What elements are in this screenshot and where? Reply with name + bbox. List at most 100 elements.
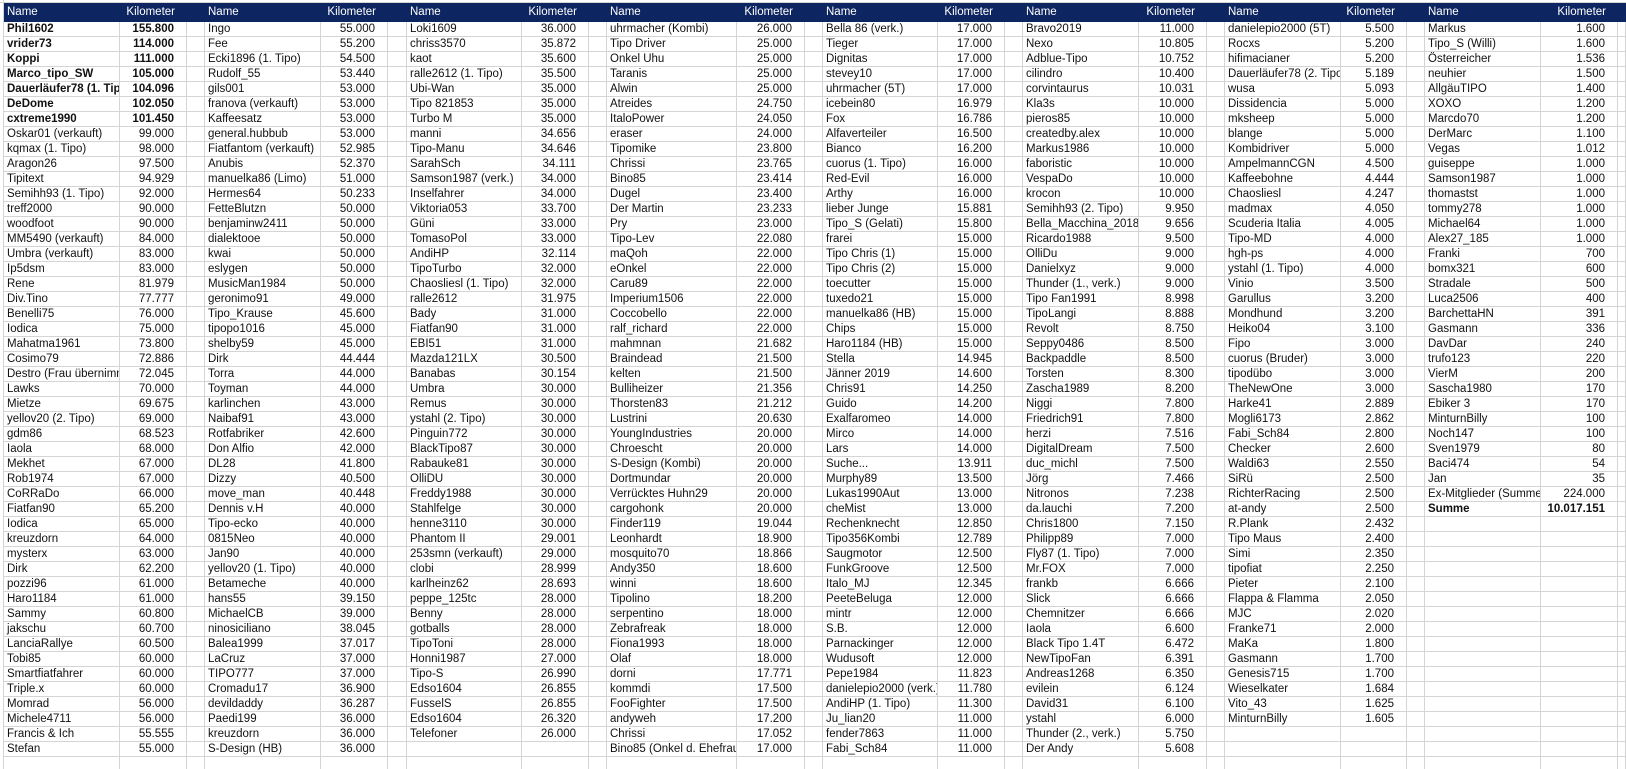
name-cell[interactable]: Banabas	[407, 367, 522, 382]
kilometer-cell[interactable]: 5.200	[1341, 52, 1407, 67]
kilometer-cell[interactable]: 29.000	[522, 547, 589, 562]
spacer-cell[interactable]	[187, 292, 205, 307]
spacer-cell[interactable]	[805, 517, 823, 532]
spacer-cell[interactable]	[589, 607, 607, 622]
spacer-cell[interactable]	[388, 52, 407, 67]
empty-cell[interactable]	[1541, 517, 1618, 532]
kilometer-cell[interactable]: 44.444	[321, 352, 388, 367]
spacer-cell[interactable]	[1207, 532, 1225, 547]
kilometer-cell[interactable]: 53.440	[321, 67, 388, 82]
spacer-cell[interactable]	[589, 502, 607, 517]
kilometer-cell[interactable]: 114.000	[120, 37, 187, 52]
kilometer-cell[interactable]: 30.000	[522, 457, 589, 472]
spacer-cell[interactable]	[589, 412, 607, 427]
name-cell[interactable]: Mazda121LX	[407, 352, 522, 367]
name-cell[interactable]: AmpelmannCGN	[1225, 157, 1341, 172]
spacer-cell[interactable]	[1407, 262, 1425, 277]
name-cell[interactable]: Rob1974	[4, 472, 120, 487]
spacer-cell[interactable]	[1618, 22, 1626, 37]
name-cell[interactable]: Paedi199	[205, 712, 321, 727]
spacer-cell[interactable]	[1207, 667, 1225, 682]
name-cell[interactable]: Michael64	[1425, 217, 1541, 232]
name-cell[interactable]: kreuzdorn	[205, 727, 321, 742]
name-cell[interactable]: Vinio	[1225, 277, 1341, 292]
kilometer-cell[interactable]: 17.000	[938, 52, 1005, 67]
kilometer-cell[interactable]: 35.500	[522, 67, 589, 82]
name-cell[interactable]: gotballs	[407, 622, 522, 637]
empty-cell[interactable]	[1341, 742, 1407, 757]
kilometer-cell[interactable]: 6.666	[1139, 577, 1207, 592]
name-cell[interactable]: Fabi_Sch84	[1225, 427, 1341, 442]
empty-cell[interactable]	[522, 757, 589, 769]
spacer-cell[interactable]	[805, 712, 823, 727]
name-cell[interactable]: Smartfiatfahrer	[4, 667, 120, 682]
spacer-cell[interactable]	[1618, 52, 1626, 67]
kilometer-cell[interactable]: 13.000	[938, 487, 1005, 502]
name-cell[interactable]: Semihh93 (1. Tipo)	[4, 187, 120, 202]
spacer-cell[interactable]	[388, 217, 407, 232]
spacer-cell[interactable]	[1207, 607, 1225, 622]
name-cell[interactable]: Rechenknecht	[823, 517, 938, 532]
kilometer-cell[interactable]: 13.000	[938, 502, 1005, 517]
name-cell[interactable]: Andy350	[607, 562, 737, 577]
kilometer-cell[interactable]: 36.000	[321, 712, 388, 727]
kilometer-cell[interactable]: 34.000	[522, 187, 589, 202]
kilometer-cell[interactable]: 9.500	[1139, 232, 1207, 247]
kilometer-cell[interactable]: 17.000	[938, 37, 1005, 52]
spacer-cell[interactable]	[1618, 667, 1626, 682]
spacer-cell[interactable]	[1407, 52, 1425, 67]
name-cell[interactable]: DeDome	[4, 97, 120, 112]
spacer-cell[interactable]	[1207, 592, 1225, 607]
spacer-cell[interactable]	[805, 427, 823, 442]
name-cell[interactable]: manni	[407, 127, 522, 142]
kilometer-cell[interactable]: 31.000	[522, 337, 589, 352]
spacer-cell[interactable]	[1207, 307, 1225, 322]
name-cell[interactable]: Fly87 (1. Tipo)	[1023, 547, 1139, 562]
empty-cell[interactable]	[1225, 742, 1341, 757]
spacer-cell[interactable]	[805, 547, 823, 562]
name-cell[interactable]: Chrissi	[607, 157, 737, 172]
name-cell[interactable]: thomastst	[1425, 187, 1541, 202]
kilometer-cell[interactable]: 7.238	[1139, 487, 1207, 502]
spacer-cell[interactable]	[388, 577, 407, 592]
empty-cell[interactable]	[1541, 577, 1618, 592]
name-cell[interactable]: kommdi	[607, 682, 737, 697]
kilometer-cell[interactable]: 2.100	[1341, 577, 1407, 592]
kilometer-cell[interactable]: 53.000	[321, 82, 388, 97]
kilometer-cell[interactable]: 18.900	[737, 532, 805, 547]
kilometer-cell[interactable]: 1.500	[1541, 67, 1618, 82]
spacer-cell[interactable]	[589, 187, 607, 202]
kilometer-cell[interactable]: 23.400	[737, 187, 805, 202]
spacer-cell[interactable]	[1005, 322, 1023, 337]
empty-cell[interactable]	[1425, 697, 1541, 712]
name-cell[interactable]: Honni1987	[407, 652, 522, 667]
kilometer-cell[interactable]: 14.600	[938, 367, 1005, 382]
spacer-cell[interactable]	[1618, 652, 1626, 667]
spacer-cell[interactable]	[1207, 712, 1225, 727]
name-cell[interactable]: Tipo Chris (2)	[823, 262, 938, 277]
spacer-cell[interactable]	[1407, 202, 1425, 217]
spacer-cell[interactable]	[589, 112, 607, 127]
kilometer-cell[interactable]: 21.500	[737, 367, 805, 382]
kilometer-cell[interactable]: 6.000	[1139, 712, 1207, 727]
name-cell[interactable]: Andreas1268	[1023, 667, 1139, 682]
kilometer-cell[interactable]: 100	[1541, 412, 1618, 427]
spacer-cell[interactable]	[1618, 697, 1626, 712]
name-cell[interactable]: MusicMan1984	[205, 277, 321, 292]
spacer-cell[interactable]	[589, 682, 607, 697]
spacer-cell[interactable]	[187, 142, 205, 157]
kilometer-cell[interactable]: 20.000	[737, 487, 805, 502]
name-cell[interactable]: Checker	[1225, 442, 1341, 457]
column-header-name[interactable]: Name	[607, 3, 737, 22]
kilometer-cell[interactable]: 18.000	[737, 637, 805, 652]
name-cell[interactable]: mintr	[823, 607, 938, 622]
spacer-cell[interactable]	[187, 37, 205, 52]
kilometer-cell[interactable]: 21.356	[737, 382, 805, 397]
empty-cell[interactable]	[1425, 622, 1541, 637]
empty-cell[interactable]	[1425, 577, 1541, 592]
spacer-cell[interactable]	[388, 82, 407, 97]
name-cell[interactable]: Zebrafreak	[607, 622, 737, 637]
spacer-cell[interactable]	[388, 187, 407, 202]
name-cell[interactable]: Mahatma1961	[4, 337, 120, 352]
spacer-cell[interactable]	[1407, 697, 1425, 712]
